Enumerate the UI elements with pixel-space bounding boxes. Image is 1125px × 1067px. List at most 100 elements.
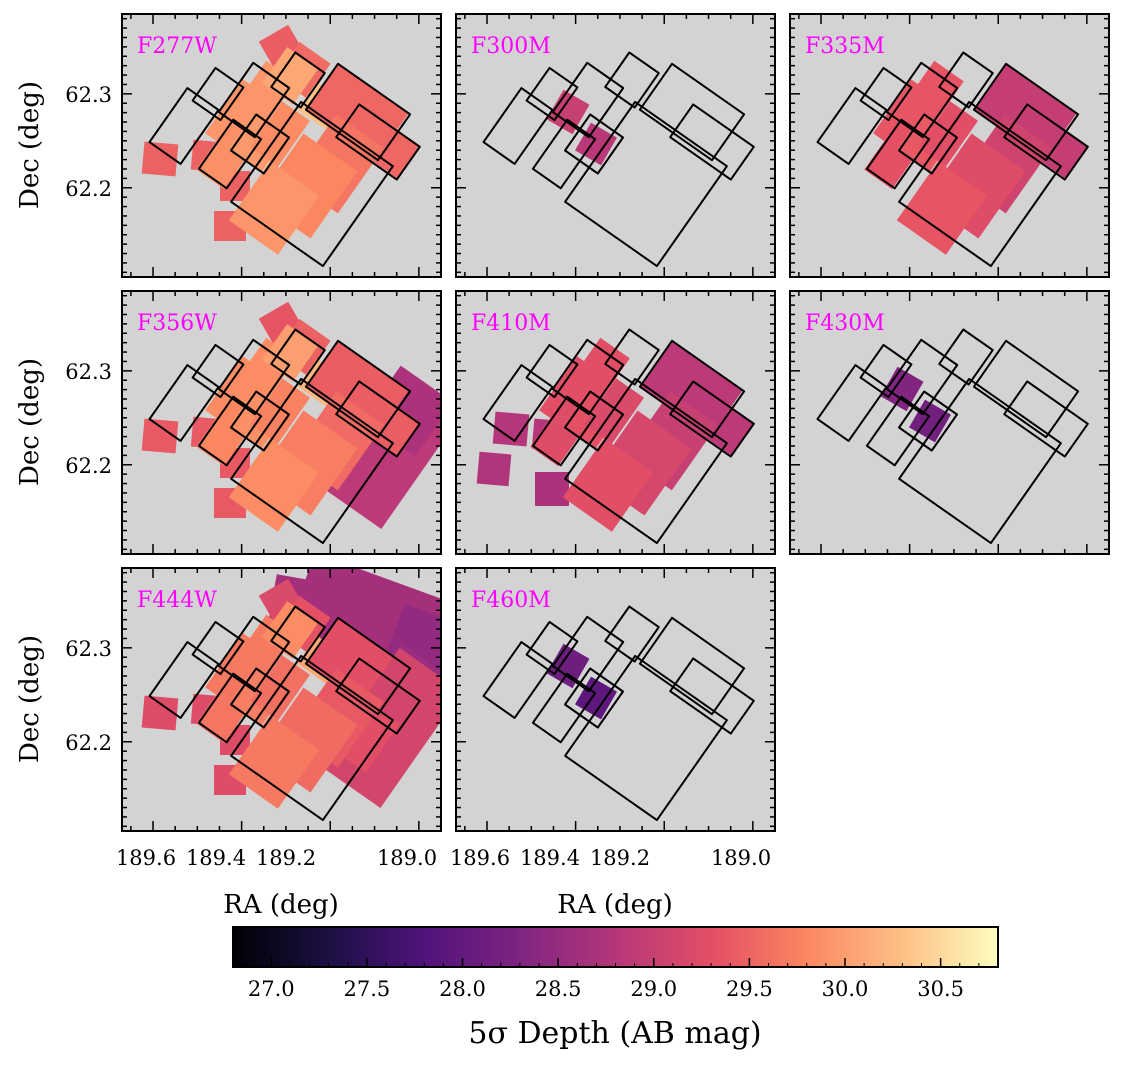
outline-polygon (816, 364, 888, 442)
outline-polygon (938, 51, 994, 109)
y-axis-titles: Dec (deg) Dec (deg) Dec (deg) (15, 81, 45, 763)
filter-label: F410M (471, 311, 551, 336)
outline-polygon (197, 672, 263, 744)
outline-polygon (604, 328, 660, 386)
filter-label: F356W (137, 311, 217, 336)
outline-polygon (1003, 380, 1089, 458)
panel-frame (455, 567, 776, 832)
coverage-tile (228, 438, 320, 532)
axis-ticks (456, 568, 775, 831)
colorbar-tick-label: 29.0 (630, 977, 677, 1001)
x-tick-labels: 189.6 189.4 189.2 189.0 189.6 189.4 189.… (116, 846, 771, 870)
colorbar-tick-label: 27.5 (343, 977, 390, 1001)
outline-polygon (898, 377, 1062, 545)
outline-polygon (865, 118, 931, 190)
x-tick-label: 189.6 (450, 846, 510, 870)
colorbar-tick-label: 30.0 (822, 977, 869, 1001)
y-tick-label: 62.2 (65, 177, 112, 201)
coverage-tiles (141, 24, 421, 255)
y-tick-label: 62.3 (65, 637, 112, 661)
filter-label: F460M (471, 588, 551, 613)
coverage-tile (896, 161, 988, 255)
panel-f356w: F356W (121, 290, 442, 555)
panel-f444w: F444W (121, 567, 442, 832)
outline-polygon (669, 103, 755, 181)
panel-f430m: F430M (789, 290, 1110, 555)
outline-polygon (148, 364, 220, 442)
outline-polygon (531, 118, 597, 190)
outline-polygon (525, 66, 579, 122)
coverage-tile (535, 472, 569, 506)
coverage-tile (250, 378, 310, 444)
y-tick-label: 62.2 (65, 454, 112, 478)
outline-polygon (482, 87, 554, 165)
survey-outline (482, 605, 755, 822)
outline-polygon (148, 87, 220, 165)
coverage-tile (546, 643, 590, 689)
x-tick-label: 189.6 (116, 846, 176, 870)
panel-frame (789, 290, 1110, 555)
colorbar-tick-label: 30.5 (917, 977, 964, 1001)
outline-polygon (898, 113, 958, 175)
colorbar: 27.0 27.5 28.0 28.5 29.0 29.5 30.0 30.5 5σ Dept… (232, 926, 999, 1051)
outline-polygon (564, 377, 728, 545)
coverage-tile (250, 101, 310, 167)
outline-polygon (304, 616, 412, 716)
y-tick-label: 62.3 (65, 83, 112, 107)
outline-polygon (230, 377, 394, 545)
panel-frame (121, 13, 442, 278)
outline-polygon (972, 339, 1080, 439)
outline-polygon (230, 654, 394, 822)
coverage-tile (250, 655, 310, 721)
survey-outline (816, 328, 1089, 545)
colorbar-gradient (232, 926, 999, 968)
outline-polygon (197, 118, 263, 190)
x-tick-label: 189.0 (377, 846, 437, 870)
outline-polygon (859, 66, 913, 122)
x-tick-label: 189.2 (256, 846, 316, 870)
coverage-tiles (880, 366, 951, 443)
panel-f335m: F335M (789, 13, 1110, 278)
outline-polygon (638, 616, 746, 716)
colorbar-tick-label: 27.0 (248, 977, 295, 1001)
outline-polygon (859, 343, 913, 399)
colorbar-tick-label: 28.0 (439, 977, 486, 1001)
outline-polygon (482, 641, 554, 719)
coverage-tile (918, 101, 978, 167)
outline-polygon (230, 100, 394, 268)
outline-polygon (564, 113, 624, 175)
x-tick-label: 189.4 (186, 846, 246, 870)
outline-polygon (270, 605, 326, 663)
coverage-tile (880, 366, 924, 412)
survey-outline (148, 51, 421, 268)
survey-outline (148, 328, 421, 545)
outline-polygon (525, 620, 579, 676)
outline-polygon (938, 328, 994, 386)
panel-frame (455, 13, 776, 278)
y-tick-labels: 62.3 62.2 62.3 62.2 62.3 62.2 (65, 83, 112, 755)
outline-polygon (604, 51, 660, 109)
coverage-tiles (141, 301, 441, 532)
outline-polygon (191, 66, 245, 122)
outline-polygon (1003, 103, 1089, 181)
colorbar-tick-label: 28.5 (535, 977, 582, 1001)
coverage-tile (568, 337, 630, 405)
coverage-tile (141, 695, 179, 731)
survey-outline (482, 51, 755, 268)
coverage-tile (673, 382, 755, 456)
colorbar-tick-label: 29.5 (726, 977, 773, 1001)
outline-polygon (564, 667, 624, 729)
coverage-tiles (864, 60, 1089, 255)
filter-label: F277W (137, 34, 217, 59)
outline-polygon (230, 113, 290, 175)
coverage-tile (476, 451, 512, 487)
x-tick-label: 189.0 (711, 846, 771, 870)
filter-label: F430M (805, 311, 885, 336)
panel-frame (789, 13, 1110, 278)
x-tick-label: 189.4 (520, 846, 580, 870)
outline-polygon (304, 339, 412, 439)
panel-frame (455, 290, 776, 555)
outline-polygon (564, 100, 728, 268)
coverage-tile (546, 89, 590, 135)
